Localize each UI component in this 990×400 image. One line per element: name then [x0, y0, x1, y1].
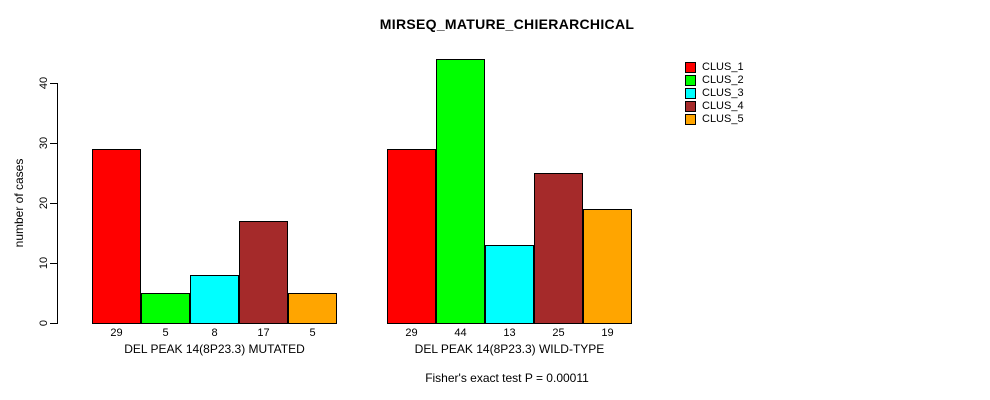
legend-item: CLUS_5: [685, 113, 744, 126]
y-axis-tick: [50, 263, 57, 264]
y-axis-line: [57, 83, 58, 324]
bar-clus_2: [141, 293, 190, 324]
y-axis-tick: [50, 203, 57, 204]
legend-swatch: [685, 114, 696, 125]
legend-swatch: [685, 88, 696, 99]
legend-label: CLUS_5: [702, 113, 744, 125]
y-axis-tick-label: 30: [38, 136, 50, 150]
legend-swatch: [685, 75, 696, 86]
chart-title: MIRSEQ_MATURE_CHIERARCHICAL: [379, 16, 635, 32]
y-axis-tick-label: 40: [38, 76, 50, 90]
bar-clus_5: [583, 209, 632, 324]
legend-label: CLUS_2: [702, 74, 744, 86]
y-axis-tick: [50, 83, 57, 84]
legend-label: CLUS_4: [702, 100, 744, 112]
bar-value-label: 29: [405, 327, 418, 339]
y-axis-tick-label: 10: [38, 256, 50, 270]
legend-item: CLUS_2: [685, 74, 744, 87]
bar-clus_1: [387, 149, 436, 324]
legend-label: CLUS_3: [702, 87, 744, 99]
legend-item: CLUS_4: [685, 100, 744, 113]
bar-value-label: 8: [211, 327, 218, 339]
bar-clus_3: [485, 245, 534, 324]
legend-item: CLUS_3: [685, 87, 744, 100]
bar-value-label: 19: [601, 327, 614, 339]
group-label-wild-type: DEL PEAK 14(8P23.3) WILD-TYPE: [414, 342, 605, 356]
bar-value-label: 5: [309, 327, 316, 339]
y-axis-tick: [50, 323, 57, 324]
bar-clus_3: [190, 275, 239, 324]
y-axis-title: number of cases: [12, 158, 26, 248]
legend-swatch: [685, 62, 696, 73]
bar-value-label: 17: [257, 327, 270, 339]
bar-clus_4: [239, 221, 288, 324]
bar-value-label: 13: [503, 327, 516, 339]
bar-clus_4: [534, 173, 583, 324]
legend: CLUS_1 CLUS_2 CLUS_3 CLUS_4 CLUS_5: [685, 61, 744, 126]
y-axis-tick: [50, 143, 57, 144]
legend-swatch: [685, 101, 696, 112]
fisher-test-annotation: Fisher's exact test P = 0.00011: [425, 371, 589, 385]
bar-clus_1: [92, 149, 141, 324]
y-axis-tick-label: 20: [38, 196, 50, 210]
bar-clus_5: [288, 293, 337, 324]
bar-clus_2: [436, 59, 485, 324]
y-axis-tick-label: 0: [38, 319, 50, 327]
bar-value-label: 5: [162, 327, 169, 339]
group-label-mutated: DEL PEAK 14(8P23.3) MUTATED: [124, 342, 305, 356]
bar-value-label: 44: [454, 327, 467, 339]
bar-value-label: 29: [110, 327, 123, 339]
bar-value-label: 25: [552, 327, 565, 339]
legend-label: CLUS_1: [702, 61, 744, 73]
legend-item: CLUS_1: [685, 61, 744, 74]
